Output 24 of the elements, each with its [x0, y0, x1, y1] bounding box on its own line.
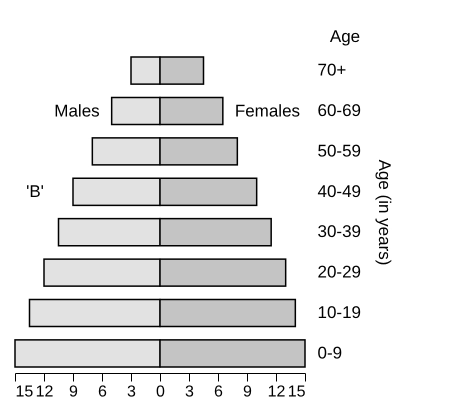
y-tick-label: 60-69 — [318, 100, 361, 120]
x-tick-label: 0 — [156, 384, 166, 400]
x-tick-label: 6 — [98, 384, 108, 400]
series-label: Males — [54, 101, 100, 120]
y-tick-label: 50-59 — [318, 141, 361, 160]
text: Age — [330, 27, 360, 46]
y-tick-label: 10-19 — [318, 303, 361, 322]
y-tick-label: 40-49 — [318, 182, 361, 201]
y-tick-label: 70+ — [318, 60, 346, 80]
annotation: 'B' — [26, 182, 44, 201]
x-tick-label: 3 — [127, 384, 136, 400]
x-tick-label: 15 — [16, 384, 34, 400]
x-tick-label: 9 — [69, 384, 78, 400]
x-tick-label: 12 — [36, 384, 54, 400]
x-tick-label: 9 — [243, 384, 252, 400]
x-tick-label: 15 — [288, 384, 306, 400]
y-axis-title: Age (in years) — [374, 160, 394, 266]
x-tick-label: 12 — [268, 384, 286, 400]
y-tick-label: 20-29 — [318, 262, 361, 282]
y-tick-label: 0-9 — [318, 343, 342, 362]
series-label: Females — [234, 101, 300, 120]
x-tick-label: 3 — [185, 384, 194, 400]
y-tick-label: 30-39 — [318, 222, 361, 242]
x-tick-label: 6 — [214, 384, 224, 400]
